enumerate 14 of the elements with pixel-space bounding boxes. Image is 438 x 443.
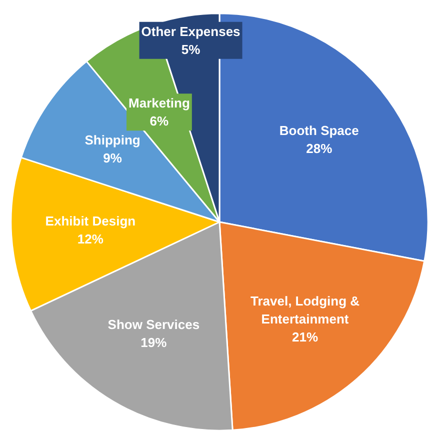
data-label: 19% [140,335,168,350]
slice-label: Booth Space [279,122,359,138]
data-label: 9% [103,150,122,166]
slice-label: Marketing [128,96,190,111]
slice-label: Travel, Lodging & Entertainment [250,294,360,327]
data-label: 12% [77,232,104,247]
data-label: 28% [306,140,333,156]
data-label: 5% [181,42,201,57]
data-label: 21% [292,330,318,345]
slice-label: Exhibit Design [45,214,136,229]
data-label: 6% [150,114,170,129]
slice-label: Show Services [108,317,200,332]
slice-label: Shipping [84,132,140,148]
slice-label: Other Expenses [141,24,240,39]
